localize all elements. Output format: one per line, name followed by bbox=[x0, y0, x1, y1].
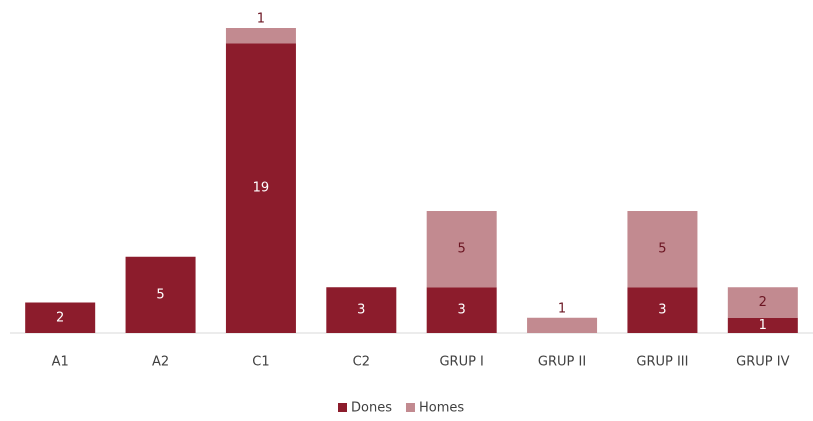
bar-segment bbox=[627, 287, 698, 333]
x-tick-label: GRUP III bbox=[636, 355, 688, 370]
data-label: 2 bbox=[56, 310, 64, 325]
x-tick-label: GRUP I bbox=[439, 355, 483, 370]
x-tick-label: C2 bbox=[353, 355, 370, 370]
bar-segment bbox=[225, 28, 296, 44]
bar-segment bbox=[125, 256, 196, 333]
bar-segment bbox=[727, 317, 798, 333]
data-label: 2 bbox=[759, 295, 767, 310]
bar-segment bbox=[727, 287, 798, 318]
legend-swatch bbox=[405, 403, 415, 412]
data-label: 3 bbox=[357, 303, 365, 318]
bar-segment bbox=[627, 211, 698, 288]
x-tick-label: C1 bbox=[252, 355, 269, 370]
data-label: 5 bbox=[458, 242, 466, 257]
bar-segment bbox=[527, 317, 598, 333]
legend-swatch bbox=[338, 403, 347, 412]
bar-segment bbox=[426, 287, 497, 333]
data-label: 1 bbox=[759, 318, 767, 333]
bar-segment bbox=[25, 302, 96, 333]
data-label: 19 bbox=[253, 181, 270, 196]
x-tick-label: GRUP II bbox=[538, 355, 586, 370]
data-label: 3 bbox=[458, 303, 466, 318]
x-tick-label: A2 bbox=[152, 355, 169, 370]
data-label: 3 bbox=[658, 303, 666, 318]
legend-label: Homes bbox=[419, 401, 464, 416]
bar-segment bbox=[225, 43, 296, 333]
data-label: 5 bbox=[658, 242, 666, 257]
data-label: 1 bbox=[257, 12, 265, 27]
data-label: 5 bbox=[156, 287, 164, 302]
bar-segment bbox=[326, 287, 397, 333]
data-label: 1 bbox=[558, 301, 566, 316]
x-tick-label: GRUP IV bbox=[736, 355, 789, 370]
x-tick-label: A1 bbox=[52, 355, 69, 370]
legend-label: Dones bbox=[351, 401, 392, 416]
bar-segment bbox=[426, 211, 497, 288]
